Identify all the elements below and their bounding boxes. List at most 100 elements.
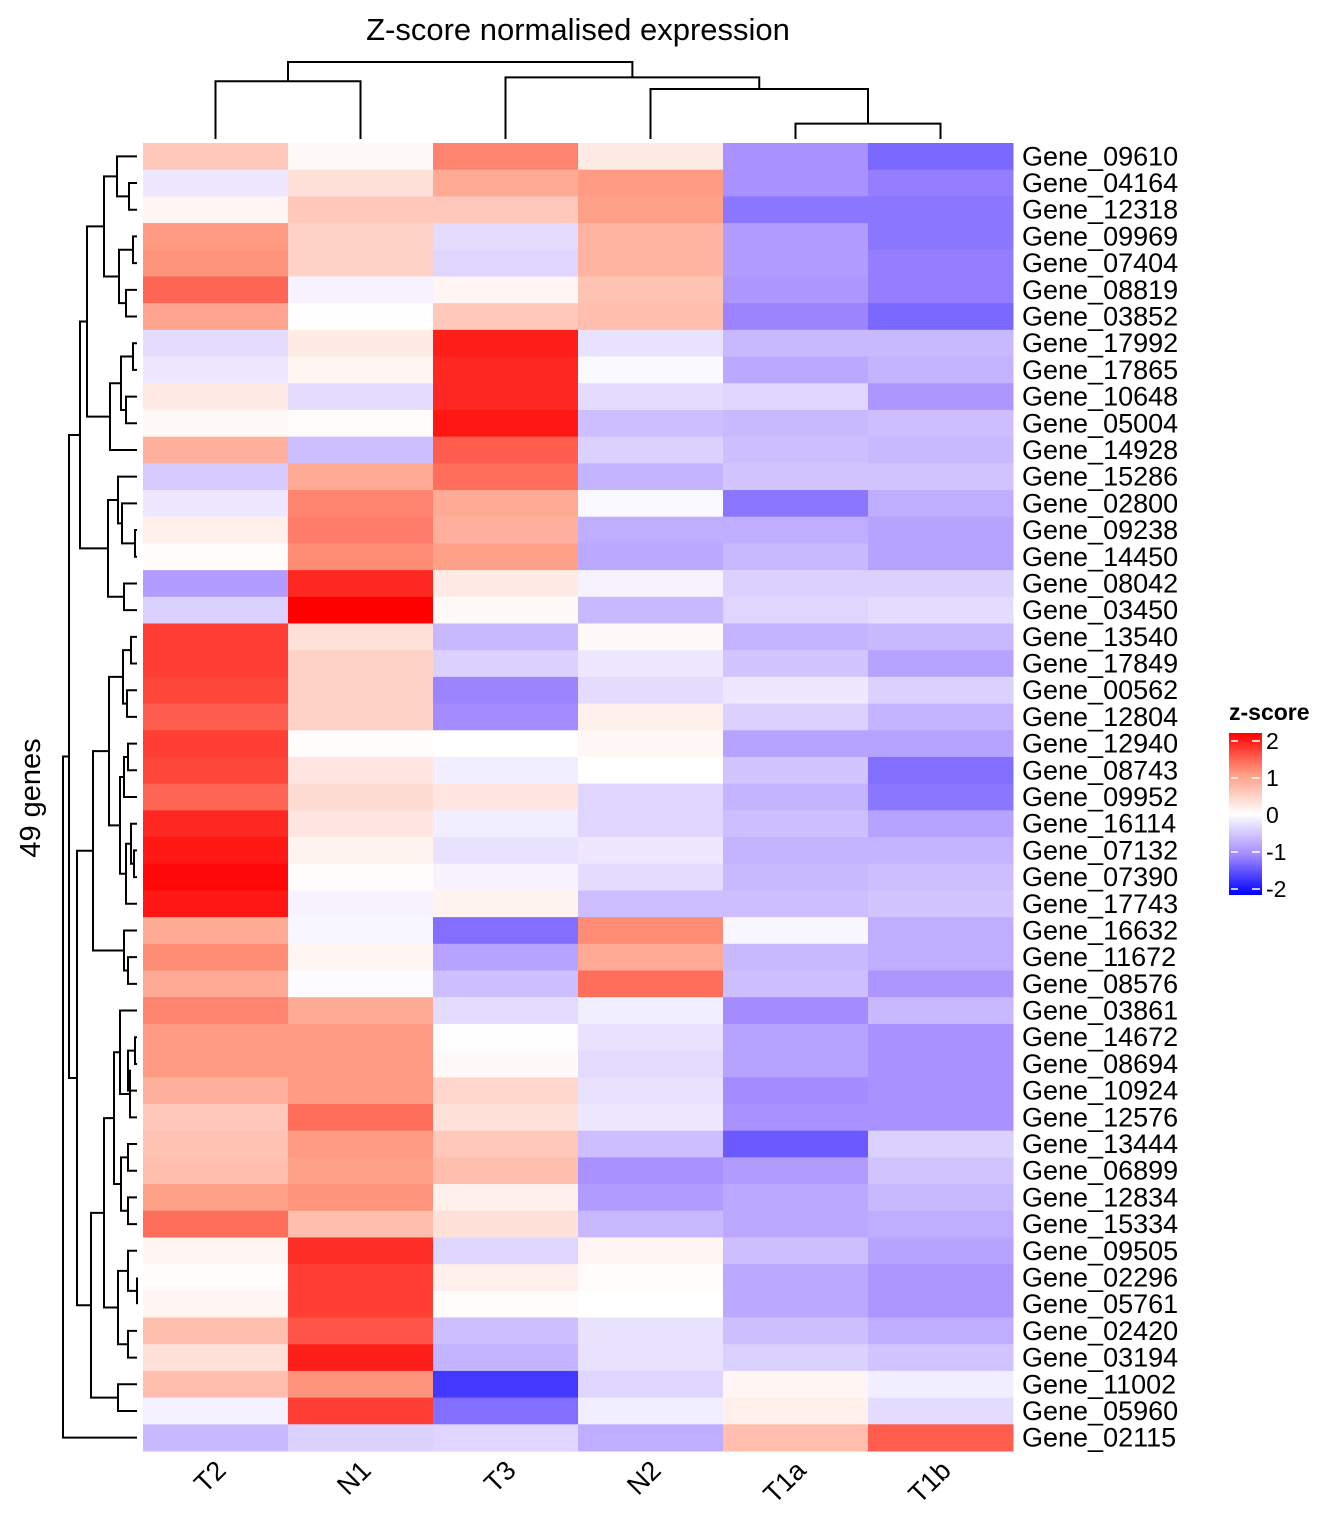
heatmap-cell <box>433 1317 579 1345</box>
heatmap-cell <box>868 329 1014 358</box>
heatmap-cell <box>143 463 289 491</box>
heatmap-cell <box>868 596 1014 624</box>
heatmap-cell <box>723 329 869 358</box>
heatmap-cell <box>433 169 579 197</box>
chart-title: Z-score normalised expression <box>366 12 790 47</box>
heatmap-cell <box>143 596 289 624</box>
heatmap-cell <box>868 249 1014 277</box>
heatmap-cell <box>433 1264 579 1292</box>
heatmap-cell <box>433 676 579 705</box>
dendrogram-branch <box>132 342 137 371</box>
heatmap-cell <box>288 276 434 304</box>
heatmap-cell <box>868 1344 1014 1372</box>
heatmap-cell <box>578 1130 724 1158</box>
heatmap-cell <box>723 756 869 785</box>
heatmap-cell <box>868 143 1014 171</box>
heatmap-cell <box>578 1077 724 1105</box>
heatmap-cell <box>723 1184 869 1212</box>
heatmap-cell <box>288 1370 434 1399</box>
heatmap-cell <box>868 756 1014 785</box>
heatmap-cell <box>723 1130 869 1158</box>
row-label: Gene_09610 <box>1022 141 1178 171</box>
heatmap-cell <box>143 1077 289 1105</box>
heatmap-cell <box>433 570 579 598</box>
heatmap-cell <box>578 1397 724 1425</box>
heatmap-cell <box>288 329 434 358</box>
heatmap-cell <box>143 1344 289 1372</box>
dendrogram-branch <box>134 529 137 558</box>
heatmap-cell <box>433 463 579 491</box>
heatmap-cell <box>578 1370 724 1399</box>
heatmap-cell <box>288 1424 434 1452</box>
heatmap-cell <box>288 463 434 491</box>
heatmap-cell <box>578 970 724 998</box>
heatmap-cell <box>143 943 289 972</box>
row-label: Gene_05960 <box>1022 1396 1178 1426</box>
row-label: Gene_02800 <box>1022 488 1178 518</box>
heatmap-cell <box>433 356 579 384</box>
heatmap-cell <box>868 436 1014 464</box>
heatmap-cell <box>868 1317 1014 1345</box>
heatmap-cell <box>433 436 579 464</box>
heatmap-cell <box>288 863 434 891</box>
heatmap-cell <box>723 890 869 918</box>
row-label: Gene_11672 <box>1022 942 1176 972</box>
heatmap-cell <box>143 249 289 277</box>
heatmap-cell <box>433 1157 579 1185</box>
dendrogram-branch <box>123 582 137 612</box>
heatmap-cell <box>433 1103 579 1132</box>
heatmap-cell <box>143 1290 289 1319</box>
heatmap-cell <box>868 623 1014 651</box>
heatmap-cell <box>433 863 579 891</box>
heatmap-cell <box>143 810 289 838</box>
heatmap-cell <box>723 596 869 624</box>
column-label: T2 <box>188 1455 231 1498</box>
row-label: Gene_04164 <box>1022 168 1178 198</box>
heatmap-cell <box>288 1237 434 1265</box>
dendrogram-branch <box>103 1117 118 1309</box>
heatmap-cell <box>288 570 434 598</box>
heatmap-cell <box>288 650 434 678</box>
heatmap-cell <box>578 703 724 731</box>
heatmap-cell <box>868 676 1014 705</box>
heatmap-cell <box>578 623 724 651</box>
heatmap-cell <box>143 436 289 464</box>
heatmap-cell <box>868 169 1014 197</box>
row-label: Gene_12940 <box>1022 729 1178 759</box>
heatmap-cell <box>578 276 724 304</box>
heatmap-cell <box>578 356 724 384</box>
heatmap-cell <box>578 810 724 838</box>
heatmap-cell <box>288 917 434 945</box>
heatmap-cell <box>723 356 869 384</box>
heatmap-cell <box>288 143 434 171</box>
heatmap-cell <box>288 890 434 918</box>
row-label: Gene_05004 <box>1022 408 1178 438</box>
heatmap-cell <box>723 196 869 224</box>
heatmap-cell <box>288 703 434 731</box>
dendrogram-branch <box>133 849 137 879</box>
heatmap-cell <box>143 730 289 758</box>
heatmap-cell <box>433 276 579 304</box>
row-label: Gene_15334 <box>1022 1209 1178 1239</box>
heatmap-cell <box>433 650 579 678</box>
heatmap-cell <box>288 516 434 544</box>
heatmap-cell <box>723 783 869 811</box>
dendrogram-branch <box>794 122 942 139</box>
heatmap-cell <box>723 1210 869 1238</box>
heatmap-cell <box>288 1103 434 1132</box>
row-label: Gene_17743 <box>1022 889 1178 919</box>
heatmap-cell <box>723 383 869 411</box>
heatmap-cell <box>868 943 1014 972</box>
row-label: Gene_07390 <box>1022 862 1178 892</box>
heatmap-cell <box>868 837 1014 865</box>
heatmap-cell <box>143 1050 289 1078</box>
dendrogram-branch <box>504 76 761 139</box>
heatmap-cell <box>868 409 1014 438</box>
row-label: Gene_03194 <box>1022 1343 1178 1373</box>
heatmap-cell <box>723 570 869 598</box>
dendrogram-branch <box>117 1383 137 1412</box>
column-dendrogram <box>214 61 942 139</box>
heatmap-cell <box>578 890 724 918</box>
heatmap-cell <box>868 1157 1014 1185</box>
heatmap-cell <box>288 1344 434 1372</box>
